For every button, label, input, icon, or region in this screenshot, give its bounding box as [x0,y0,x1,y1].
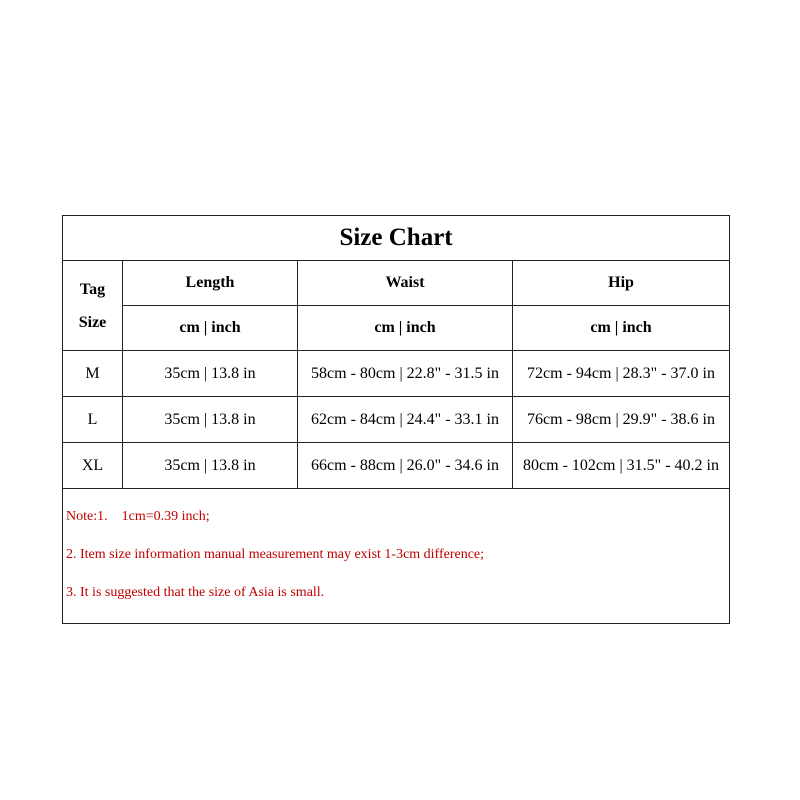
size-cell: M [62,350,123,397]
hip-cell: 80cm - 102cm | 31.5" - 40.2 in [511,442,731,489]
length-cell: 35cm | 13.8 in [122,396,298,443]
hip-cell: 72cm - 94cm | 28.3" - 37.0 in [511,350,731,397]
size-chart-table: Size Chart Tag Size Length Waist Hip cm … [61,215,731,624]
size-label: Size [78,313,107,331]
length-header: Length [122,260,298,306]
note-2: 2. Item size information manual measurem… [66,547,485,562]
size-cell: XL [62,442,123,489]
notes-section: Note:1. 1cm=0.39 inch; 2. Item size info… [61,488,731,624]
waist-header: Waist [297,260,513,306]
waist-cell: 58cm - 80cm | 22.8" - 31.5 in [297,350,513,397]
tag-size-header: Tag Size [62,260,123,351]
note-1: Note:1. 1cm=0.39 inch; [66,509,210,524]
waist-unit: cm | inch [297,305,513,351]
table-row: M 35cm | 13.8 in 58cm - 80cm | 22.8" - 3… [62,350,731,397]
table-row: XL 35cm | 13.8 in 66cm - 88cm | 26.0" - … [62,442,731,489]
hip-header: Hip [511,260,731,306]
length-unit: cm | inch [122,305,298,351]
waist-cell: 62cm - 84cm | 24.4" - 33.1 in [297,396,513,443]
note-3: 3. It is suggested that the size of Asia… [66,585,325,600]
chart-title: Size Chart [61,215,731,261]
hip-cell: 76cm - 98cm | 29.9" - 38.6 in [511,396,731,443]
waist-cell: 66cm - 88cm | 26.0" - 34.6 in [297,442,513,489]
length-cell: 35cm | 13.8 in [122,350,298,397]
hip-unit: cm | inch [511,305,731,351]
table-row: L 35cm | 13.8 in 62cm - 84cm | 24.4" - 3… [62,396,731,443]
size-cell: L [62,396,123,443]
length-cell: 35cm | 13.8 in [122,442,298,489]
tag-label: Tag [79,280,106,298]
